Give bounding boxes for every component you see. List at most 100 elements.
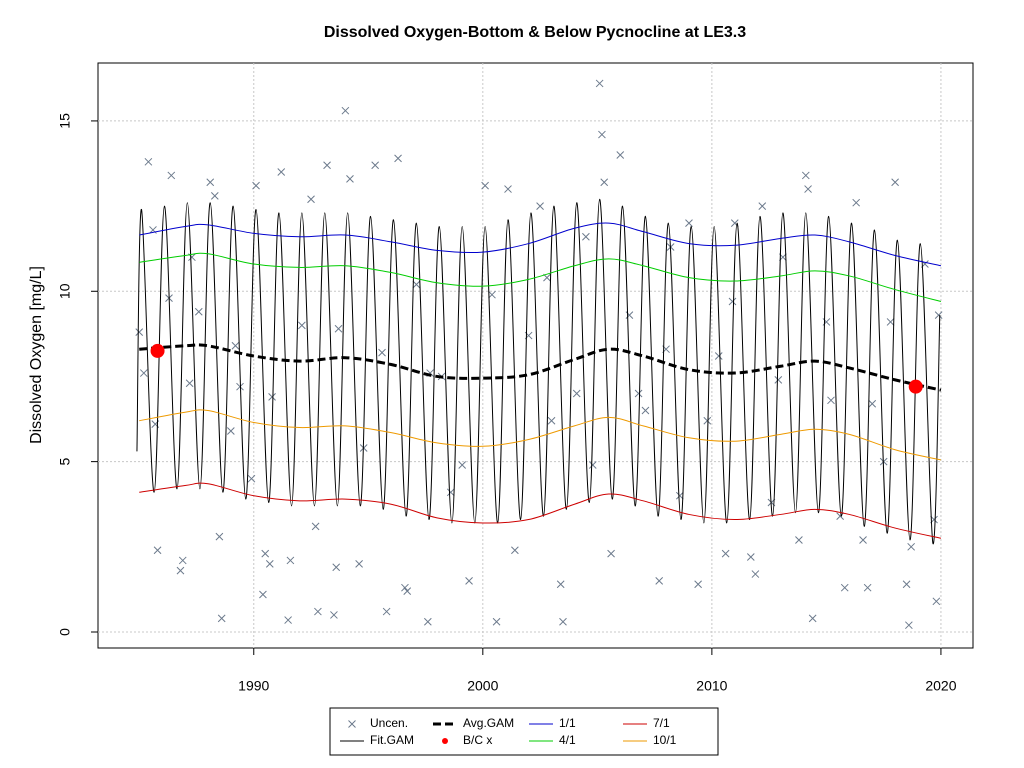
data-point bbox=[298, 321, 306, 330]
data-point bbox=[153, 546, 162, 555]
data-point bbox=[277, 168, 286, 176]
data-point bbox=[334, 324, 343, 333]
data-point bbox=[588, 461, 597, 469]
x-tick-label: 2000 bbox=[467, 678, 498, 694]
data-point bbox=[616, 151, 625, 159]
data-point bbox=[247, 474, 256, 483]
data-point bbox=[488, 290, 496, 299]
data-point bbox=[210, 192, 219, 200]
data-point bbox=[804, 185, 812, 193]
legend-label: Uncen. bbox=[370, 716, 408, 730]
trend-line bbox=[139, 252, 942, 302]
data-point bbox=[859, 536, 867, 544]
data-point bbox=[891, 178, 899, 187]
legend: Uncen. Fit.GAM Avg.GAM B/C x 1/1 4/1 7/1 10/1 bbox=[329, 707, 719, 756]
data-point bbox=[536, 202, 544, 210]
data-point bbox=[378, 348, 386, 357]
data-point bbox=[412, 280, 421, 289]
data-point bbox=[795, 536, 803, 544]
data-point bbox=[746, 553, 755, 561]
data-point bbox=[265, 559, 274, 568]
data-point bbox=[178, 556, 187, 565]
data-point bbox=[394, 154, 402, 163]
data-point bbox=[259, 590, 267, 599]
y-tick-label: 15 bbox=[57, 113, 73, 129]
chart-title: Dissolved Oxygen-Bottom & Below Pycnocli… bbox=[324, 24, 746, 41]
data-point bbox=[675, 491, 684, 500]
data-point bbox=[634, 389, 643, 398]
data-point bbox=[465, 577, 473, 585]
data-point bbox=[907, 542, 916, 551]
data-point bbox=[641, 406, 650, 415]
data-point bbox=[559, 617, 567, 626]
data-point bbox=[167, 171, 176, 180]
data-point bbox=[215, 532, 224, 541]
y-tick-label: 5 bbox=[57, 458, 73, 466]
data-point bbox=[600, 178, 609, 187]
data-point bbox=[268, 393, 276, 401]
data-point bbox=[730, 219, 739, 227]
data-point bbox=[572, 389, 581, 398]
data-point bbox=[694, 580, 702, 589]
data-point bbox=[934, 311, 943, 319]
data-point bbox=[840, 583, 849, 592]
data-point bbox=[135, 328, 144, 337]
y-axis-label: Dissolved Oxygen [mg/L] bbox=[28, 266, 45, 444]
legend-swatch bbox=[348, 720, 356, 728]
fit-line bbox=[136, 198, 941, 544]
data-point bbox=[607, 549, 615, 558]
data-point bbox=[625, 311, 634, 319]
data-point bbox=[194, 307, 203, 316]
data-point bbox=[231, 341, 240, 350]
data-point bbox=[598, 130, 606, 139]
data-point bbox=[284, 616, 292, 624]
data-point bbox=[176, 566, 185, 575]
legend-swatch bbox=[442, 738, 448, 744]
data-point bbox=[751, 570, 760, 578]
trend-line bbox=[139, 409, 942, 461]
legend-label: 1/1 bbox=[559, 716, 576, 730]
data-point bbox=[261, 549, 270, 558]
data-point bbox=[714, 352, 723, 360]
data-point bbox=[341, 106, 350, 115]
data-point bbox=[401, 583, 409, 592]
data-point bbox=[311, 522, 320, 531]
data-point bbox=[863, 583, 872, 592]
data-point bbox=[403, 587, 412, 595]
data-point bbox=[685, 219, 693, 227]
data-point bbox=[492, 617, 501, 626]
data-point bbox=[332, 563, 341, 572]
legend-label: Fit.GAM bbox=[370, 733, 414, 747]
data-point bbox=[932, 597, 941, 606]
data-point bbox=[314, 607, 322, 616]
data-point bbox=[905, 621, 913, 630]
x-tick-label: 1990 bbox=[238, 678, 269, 694]
trend-line bbox=[139, 343, 942, 392]
data-point bbox=[836, 512, 845, 520]
data-point bbox=[226, 427, 235, 435]
data-point bbox=[382, 607, 391, 616]
data-point bbox=[902, 580, 911, 589]
data-point bbox=[446, 488, 455, 497]
data-point bbox=[774, 376, 783, 384]
x-tick-label: 2010 bbox=[696, 678, 727, 694]
data-point bbox=[355, 559, 363, 568]
legend-label: B/C x bbox=[463, 733, 492, 747]
data-point bbox=[758, 202, 767, 210]
data-point bbox=[886, 318, 895, 326]
data-point bbox=[217, 614, 226, 623]
data-point bbox=[801, 171, 810, 180]
data-point bbox=[144, 157, 153, 166]
legend-label: 10/1 bbox=[653, 733, 677, 747]
data-point bbox=[868, 399, 877, 408]
plot-frame bbox=[97, 62, 974, 649]
bc-point bbox=[150, 343, 165, 358]
data-point bbox=[556, 580, 565, 589]
data-point bbox=[330, 611, 338, 619]
data-point bbox=[827, 396, 835, 405]
trend-line bbox=[139, 482, 942, 539]
data-point bbox=[371, 161, 380, 170]
legend-label: Avg.GAM bbox=[463, 716, 514, 730]
data-point bbox=[458, 461, 467, 469]
data-point bbox=[252, 181, 260, 190]
